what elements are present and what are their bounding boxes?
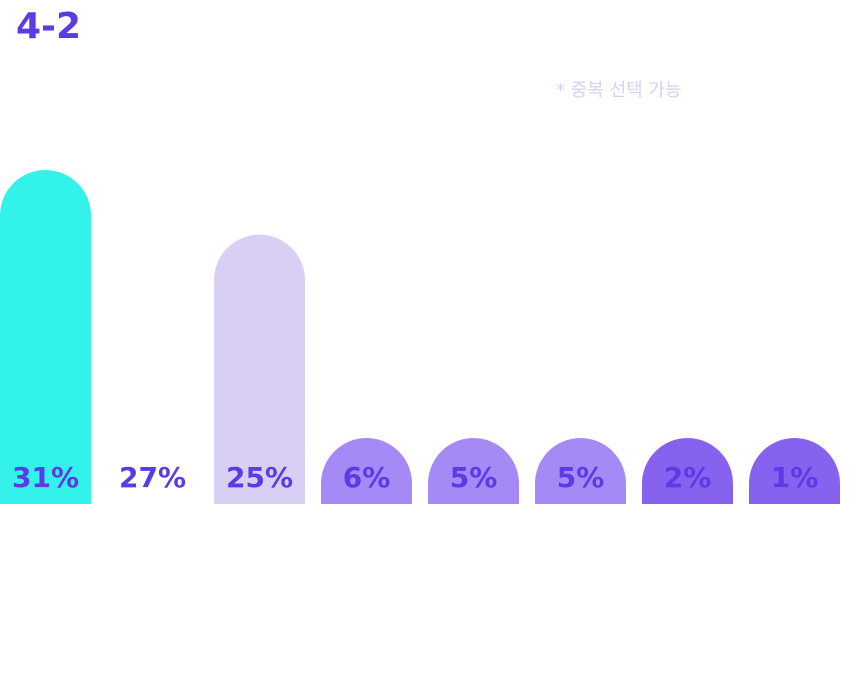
multiple-selection-note: * 중복 선택 가능: [556, 80, 682, 101]
bar-5: [428, 438, 519, 504]
bar-label-4: 6%: [343, 461, 391, 494]
bar-3: [214, 234, 305, 504]
page-title: 4-2: [16, 6, 82, 47]
bar-label-1: 31%: [12, 461, 79, 494]
bar-label-8: 1%: [771, 461, 819, 494]
bar-7: [642, 438, 733, 504]
bar-label-2: 27%: [119, 461, 186, 494]
bar-label-5: 5%: [450, 461, 498, 494]
bar-label-7: 2%: [664, 461, 712, 494]
bar-8: [749, 438, 840, 504]
bar-label-6: 5%: [557, 461, 605, 494]
bar-label-3: 25%: [226, 461, 293, 494]
bar-2: [107, 213, 198, 504]
bar-6: [535, 438, 626, 504]
bar-1: [0, 170, 91, 504]
bar-4: [321, 438, 412, 504]
